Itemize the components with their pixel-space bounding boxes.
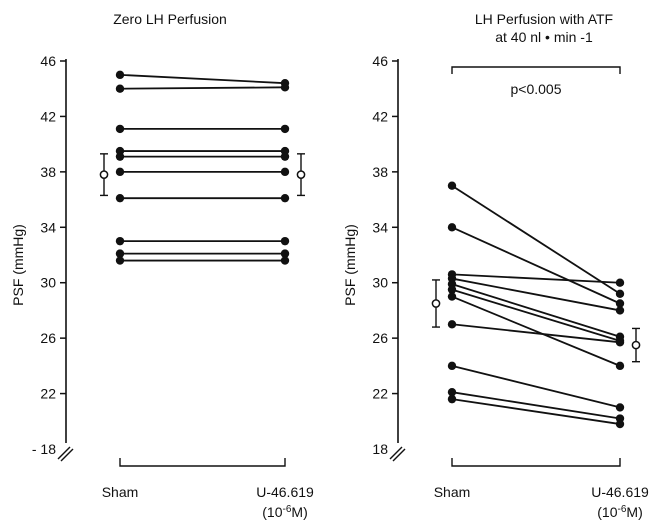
data-point-treated xyxy=(615,278,625,287)
data-point-treated xyxy=(280,249,290,258)
x-category-sublabel: (10-6M) xyxy=(262,504,307,520)
mean-marker xyxy=(631,340,641,350)
mean-marker xyxy=(99,170,109,179)
axis-break-mark xyxy=(57,446,71,460)
pair-line xyxy=(451,295,621,367)
y-tick-label: 26 xyxy=(372,330,388,346)
data-point-treated xyxy=(615,299,625,308)
significance-label: p<0.005 xyxy=(511,81,562,97)
y-tick-label: 34 xyxy=(372,219,388,235)
data-point-treated xyxy=(615,338,625,347)
x-category-label: Sham xyxy=(102,484,139,500)
chart-title: LH Perfusion with ATF xyxy=(475,11,613,27)
data-point-sham xyxy=(115,193,125,203)
pair-line xyxy=(451,226,621,305)
x-category-sublabel: (10-6M) xyxy=(597,504,642,520)
chart-title: Zero LH Perfusion xyxy=(113,11,227,27)
pair-line xyxy=(119,86,286,90)
pair-line xyxy=(451,288,621,342)
y-axis-label: PSF (mmHg) xyxy=(10,224,26,306)
data-point-treated xyxy=(615,403,625,412)
y-tick-label: - 18 xyxy=(32,441,56,457)
data-point-sham xyxy=(115,167,125,177)
y-tick-label: 22 xyxy=(372,386,388,402)
data-point-treated xyxy=(280,83,290,92)
data-point-treated xyxy=(280,236,290,246)
data-point-treated xyxy=(615,361,625,371)
x-category-label: Sham xyxy=(434,484,471,500)
x-category-label: U-46.619 xyxy=(591,484,649,500)
y-tick-label: 42 xyxy=(40,108,56,124)
data-point-sham xyxy=(115,249,125,258)
y-tick-label: 46 xyxy=(40,53,56,69)
chart-panel-1: (10-6M) xyxy=(57,59,308,520)
x-group-bracket xyxy=(119,458,286,467)
axis-break-mark xyxy=(392,448,406,462)
pair-line xyxy=(451,184,621,295)
pair-line xyxy=(451,283,621,338)
y-tick-label: 18 xyxy=(372,441,388,457)
data-point-sham xyxy=(115,70,125,80)
y-tick-label: 22 xyxy=(40,386,56,402)
data-point-treated xyxy=(280,152,290,161)
data-point-sham xyxy=(115,124,125,134)
chart-subtitle: at 40 nl • min -1 xyxy=(495,29,593,45)
pair-line xyxy=(451,273,621,284)
y-tick-label: 34 xyxy=(40,219,56,235)
pair-line xyxy=(451,323,621,344)
data-point-sham xyxy=(447,387,457,397)
axis-break-mark xyxy=(60,448,74,462)
data-point-sham xyxy=(447,181,457,190)
pair-line xyxy=(451,398,621,425)
data-point-sham xyxy=(115,256,125,265)
mean-marker xyxy=(296,170,306,179)
pair-line xyxy=(119,73,286,85)
data-point-sham xyxy=(447,285,457,294)
data-point-treated xyxy=(280,167,290,177)
data-point-treated xyxy=(615,306,625,315)
data-point-treated xyxy=(615,419,625,429)
data-point-sham xyxy=(447,320,457,329)
chart-panel-2: (10-6M) xyxy=(389,59,643,520)
data-point-sham xyxy=(115,236,125,246)
data-point-treated xyxy=(280,193,290,203)
data-point-treated xyxy=(615,289,625,298)
pair-line xyxy=(451,277,621,312)
data-point-sham xyxy=(447,223,457,232)
significance-bracket xyxy=(451,66,621,74)
y-tick-label: 38 xyxy=(40,164,56,180)
x-category-label: U-46.619 xyxy=(256,484,314,500)
data-point-sham xyxy=(115,84,125,93)
pair-line xyxy=(451,391,621,420)
data-point-sham xyxy=(447,361,457,371)
y-tick-label: 30 xyxy=(40,275,56,291)
mean-marker xyxy=(431,299,441,308)
y-tick-label: 30 xyxy=(372,275,388,291)
y-tick-label: 42 xyxy=(372,108,388,124)
x-group-bracket xyxy=(451,458,621,467)
data-point-treated xyxy=(280,124,290,134)
data-point-sham xyxy=(447,394,457,404)
data-point-sham xyxy=(447,292,457,301)
axis-break-mark xyxy=(389,446,403,460)
data-point-treated xyxy=(280,256,290,265)
y-tick-label: 46 xyxy=(372,53,388,69)
data-point-sham xyxy=(115,152,125,161)
y-axis-label: PSF (mmHg) xyxy=(342,224,358,306)
pair-line xyxy=(451,364,621,409)
y-tick-label: 38 xyxy=(372,164,388,180)
y-tick-label: 26 xyxy=(40,330,56,346)
